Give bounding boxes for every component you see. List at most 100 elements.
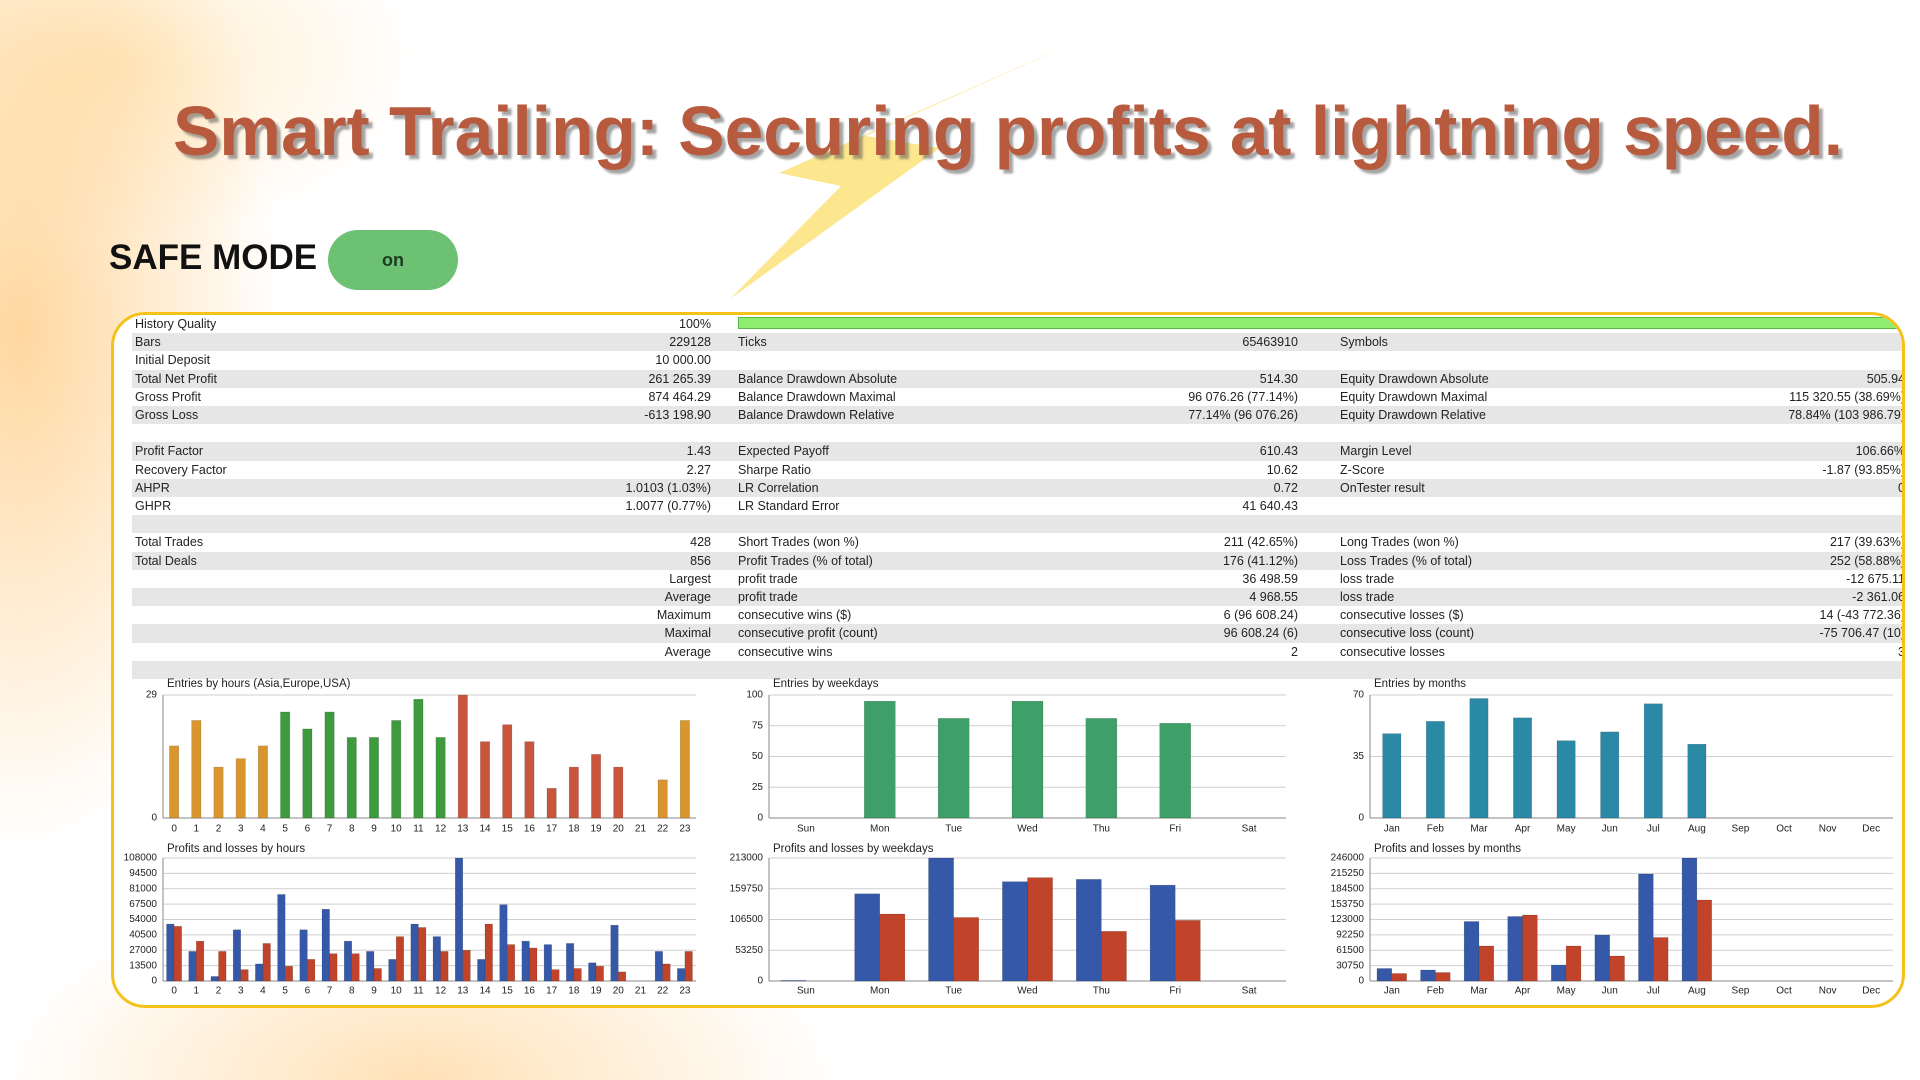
cell-value: -1.87 (93.85%) bbox=[1822, 462, 1905, 477]
report-row: Total Deals 856 Profit Trades (% of total)… bbox=[132, 551, 1902, 570]
cell-label: Gross Loss bbox=[135, 408, 199, 422]
cell-label: Short Trades (won %) bbox=[738, 535, 859, 550]
bar bbox=[566, 943, 575, 982]
x-tick-label: Fri bbox=[1169, 986, 1181, 997]
cell-label: consecutive loss (count) bbox=[1340, 626, 1475, 641]
cell-label: Equity Drawdown Maximal bbox=[1340, 389, 1488, 404]
y-tick-label: 30750 bbox=[1336, 960, 1364, 971]
x-tick-label: 20 bbox=[613, 986, 625, 997]
y-tick-label: 92250 bbox=[1336, 930, 1364, 941]
cell-value: 41 640.43 bbox=[1242, 499, 1298, 513]
bar bbox=[373, 968, 382, 982]
report-row: Bars 229128 Ticks 65463910 Symbols bbox=[132, 333, 1902, 352]
x-tick-label: 17 bbox=[546, 986, 558, 997]
x-tick-label: 19 bbox=[591, 824, 603, 835]
cell-label: Ticks bbox=[738, 335, 767, 350]
bar bbox=[240, 969, 249, 982]
bar bbox=[1551, 964, 1567, 982]
bar bbox=[413, 698, 424, 819]
y-tick-label: 54000 bbox=[129, 914, 157, 925]
cell-label: consecutive wins ($) bbox=[738, 608, 852, 623]
bar bbox=[502, 724, 513, 819]
x-tick-label: Nov bbox=[1819, 986, 1837, 997]
bar bbox=[1687, 743, 1707, 819]
bar bbox=[1565, 945, 1582, 982]
bar bbox=[388, 959, 397, 982]
bar bbox=[440, 951, 449, 982]
cell-value: 1.0077 (0.77%) bbox=[625, 499, 711, 513]
y-tick-label: 0 bbox=[151, 976, 157, 987]
x-tick-label: Mar bbox=[1470, 986, 1488, 997]
x-tick-label: Jun bbox=[1602, 986, 1618, 997]
x-tick-label: Apr bbox=[1515, 986, 1531, 997]
chart-title: Entries by weekdays bbox=[773, 678, 879, 690]
bar bbox=[684, 951, 693, 982]
x-tick-label: 7 bbox=[327, 986, 333, 997]
x-tick-label: Thu bbox=[1093, 986, 1110, 997]
bar bbox=[546, 788, 557, 819]
cell-value: 4 968.55 bbox=[1249, 590, 1298, 604]
bar bbox=[1463, 921, 1480, 982]
header-graphic: Smart Trailing: Securing profits at ligh… bbox=[173, 40, 1843, 299]
bar bbox=[210, 976, 219, 982]
bar bbox=[1638, 873, 1654, 982]
bar bbox=[277, 894, 286, 982]
cell-label: Total Trades bbox=[135, 535, 204, 550]
y-tick-label: 29 bbox=[146, 690, 158, 701]
report-row bbox=[132, 660, 1902, 679]
x-tick-label: Sep bbox=[1732, 824, 1750, 835]
x-tick-label: 5 bbox=[282, 986, 288, 997]
y-tick-label: 40500 bbox=[129, 930, 157, 941]
x-tick-label: 20 bbox=[613, 824, 625, 835]
bar bbox=[329, 953, 338, 982]
bar bbox=[457, 694, 468, 819]
x-tick-label: 23 bbox=[679, 986, 691, 997]
cell-label: Long Trades (won %) bbox=[1340, 535, 1459, 550]
x-tick-label: Mar bbox=[1470, 824, 1488, 835]
cell-label: LR Correlation bbox=[738, 480, 819, 495]
bar bbox=[391, 720, 402, 819]
safe-mode-toggle[interactable]: on bbox=[328, 230, 458, 290]
x-tick-label: 0 bbox=[171, 986, 177, 997]
cell-label: Total Deals bbox=[135, 553, 197, 568]
x-tick-label: 6 bbox=[305, 986, 311, 997]
bar bbox=[284, 965, 293, 982]
bar bbox=[410, 923, 419, 982]
x-tick-label: 10 bbox=[391, 986, 403, 997]
cell-value: 217 (39.63%) bbox=[1829, 535, 1905, 550]
y-tick-label: 215250 bbox=[1331, 868, 1365, 879]
bar bbox=[1382, 733, 1402, 819]
y-tick-label: 0 bbox=[757, 976, 763, 987]
cell-label: OnTester result bbox=[1340, 480, 1425, 495]
x-tick-label: Jul bbox=[1647, 824, 1660, 835]
x-tick-label: 0 bbox=[171, 824, 177, 835]
cell-value: 106.66% bbox=[1855, 444, 1905, 459]
cell-label: consecutive profit (count) bbox=[738, 626, 878, 641]
y-tick-label: 50 bbox=[752, 751, 764, 762]
x-tick-label: Nov bbox=[1819, 824, 1837, 835]
x-tick-label: 17 bbox=[546, 824, 558, 835]
bar bbox=[432, 936, 441, 982]
bar bbox=[1376, 968, 1393, 982]
bar bbox=[879, 913, 906, 982]
bar bbox=[1027, 877, 1053, 982]
x-tick-label: Oct bbox=[1776, 986, 1792, 997]
x-tick-label: 8 bbox=[349, 986, 355, 997]
bar bbox=[1696, 899, 1712, 982]
bar bbox=[1522, 914, 1538, 982]
y-tick-label: 53250 bbox=[735, 945, 763, 956]
y-tick-label: 0 bbox=[757, 813, 763, 824]
report-row: Average consecutive wins 2 consecutive loss… bbox=[132, 642, 1902, 661]
chart-title: Profits and losses by months bbox=[1374, 843, 1521, 855]
cell-label: GHPR bbox=[135, 499, 172, 513]
bar bbox=[654, 951, 663, 982]
bar bbox=[573, 968, 582, 982]
bar bbox=[613, 766, 624, 819]
bar bbox=[1556, 740, 1576, 819]
bar bbox=[864, 700, 896, 819]
y-tick-label: 100 bbox=[746, 690, 763, 701]
cell-value: -2 361.06 bbox=[1852, 590, 1905, 604]
bar bbox=[928, 857, 954, 982]
y-tick-label: 0 bbox=[1358, 976, 1364, 987]
